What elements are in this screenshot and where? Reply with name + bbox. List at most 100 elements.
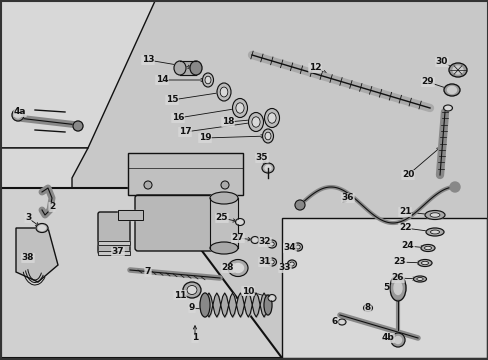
Ellipse shape xyxy=(267,258,276,266)
Ellipse shape xyxy=(235,219,244,225)
Ellipse shape xyxy=(251,117,260,127)
Ellipse shape xyxy=(339,320,343,324)
Bar xyxy=(209,198,238,248)
Ellipse shape xyxy=(429,230,439,234)
Text: 16: 16 xyxy=(171,113,184,122)
Text: 19: 19 xyxy=(198,134,211,143)
Text: 20: 20 xyxy=(401,171,413,180)
Polygon shape xyxy=(16,228,58,282)
Text: 28: 28 xyxy=(221,264,234,273)
Ellipse shape xyxy=(424,211,444,220)
Ellipse shape xyxy=(452,66,462,74)
Ellipse shape xyxy=(389,275,405,301)
Text: 4b: 4b xyxy=(381,333,393,342)
Bar xyxy=(98,241,130,245)
Text: 6: 6 xyxy=(331,318,337,327)
Ellipse shape xyxy=(269,296,273,300)
Ellipse shape xyxy=(264,295,271,315)
Ellipse shape xyxy=(443,105,451,111)
Text: 10: 10 xyxy=(242,287,254,296)
Text: 26: 26 xyxy=(391,274,404,283)
Circle shape xyxy=(12,109,24,121)
Ellipse shape xyxy=(448,63,466,77)
Text: 30: 30 xyxy=(435,58,447,67)
Ellipse shape xyxy=(429,213,439,217)
Bar xyxy=(180,61,196,75)
Ellipse shape xyxy=(250,237,259,243)
Circle shape xyxy=(73,121,83,131)
Text: 32: 32 xyxy=(258,238,271,247)
Text: 31: 31 xyxy=(258,257,271,266)
Ellipse shape xyxy=(443,84,459,96)
Ellipse shape xyxy=(262,163,273,173)
Ellipse shape xyxy=(420,244,434,252)
Text: 8: 8 xyxy=(364,303,370,312)
Bar xyxy=(98,251,130,255)
Ellipse shape xyxy=(190,61,202,75)
Ellipse shape xyxy=(202,73,213,87)
Text: 36: 36 xyxy=(341,193,353,202)
Text: 13: 13 xyxy=(142,55,154,64)
Text: 7: 7 xyxy=(144,267,151,276)
Ellipse shape xyxy=(232,264,243,273)
Text: 35: 35 xyxy=(255,153,268,162)
Polygon shape xyxy=(1,148,88,238)
Text: 34: 34 xyxy=(283,243,296,252)
Text: 12: 12 xyxy=(308,63,321,72)
Bar xyxy=(118,210,142,220)
Ellipse shape xyxy=(264,108,279,127)
Circle shape xyxy=(15,112,21,118)
Ellipse shape xyxy=(424,246,430,250)
Ellipse shape xyxy=(220,87,227,97)
Ellipse shape xyxy=(209,242,238,254)
Ellipse shape xyxy=(36,224,48,233)
Circle shape xyxy=(143,181,152,189)
Circle shape xyxy=(221,181,228,189)
Ellipse shape xyxy=(217,83,230,101)
FancyBboxPatch shape xyxy=(135,195,225,251)
Ellipse shape xyxy=(232,99,247,117)
Ellipse shape xyxy=(267,240,276,248)
Text: 38: 38 xyxy=(21,253,34,262)
Text: 27: 27 xyxy=(231,234,244,243)
Ellipse shape xyxy=(447,86,456,94)
Ellipse shape xyxy=(269,242,274,246)
Circle shape xyxy=(449,182,459,192)
Bar xyxy=(128,153,243,195)
Ellipse shape xyxy=(417,260,431,266)
Ellipse shape xyxy=(337,319,346,325)
Text: 22: 22 xyxy=(398,224,410,233)
Ellipse shape xyxy=(262,129,273,143)
Ellipse shape xyxy=(183,282,201,298)
Ellipse shape xyxy=(393,282,401,294)
Text: 29: 29 xyxy=(421,77,433,86)
Ellipse shape xyxy=(264,166,270,171)
Text: 14: 14 xyxy=(155,76,168,85)
Bar xyxy=(118,210,142,220)
Ellipse shape xyxy=(200,293,209,317)
Text: 33: 33 xyxy=(278,264,291,273)
Ellipse shape xyxy=(264,132,270,140)
Ellipse shape xyxy=(204,76,211,84)
Ellipse shape xyxy=(174,61,185,75)
Ellipse shape xyxy=(445,106,449,110)
Ellipse shape xyxy=(363,305,372,311)
Text: 23: 23 xyxy=(393,257,406,266)
Bar xyxy=(128,153,243,195)
Circle shape xyxy=(394,337,401,343)
Ellipse shape xyxy=(267,294,275,301)
Ellipse shape xyxy=(39,225,45,230)
Ellipse shape xyxy=(365,306,370,310)
Ellipse shape xyxy=(425,228,443,236)
Text: 3: 3 xyxy=(25,213,31,222)
Ellipse shape xyxy=(237,220,242,224)
Text: 37: 37 xyxy=(111,248,124,256)
Ellipse shape xyxy=(289,262,294,266)
FancyBboxPatch shape xyxy=(98,212,130,254)
Ellipse shape xyxy=(267,113,276,123)
Ellipse shape xyxy=(252,238,257,242)
Text: 18: 18 xyxy=(221,117,234,126)
Ellipse shape xyxy=(287,260,296,268)
Circle shape xyxy=(390,333,404,347)
Bar xyxy=(98,251,130,255)
